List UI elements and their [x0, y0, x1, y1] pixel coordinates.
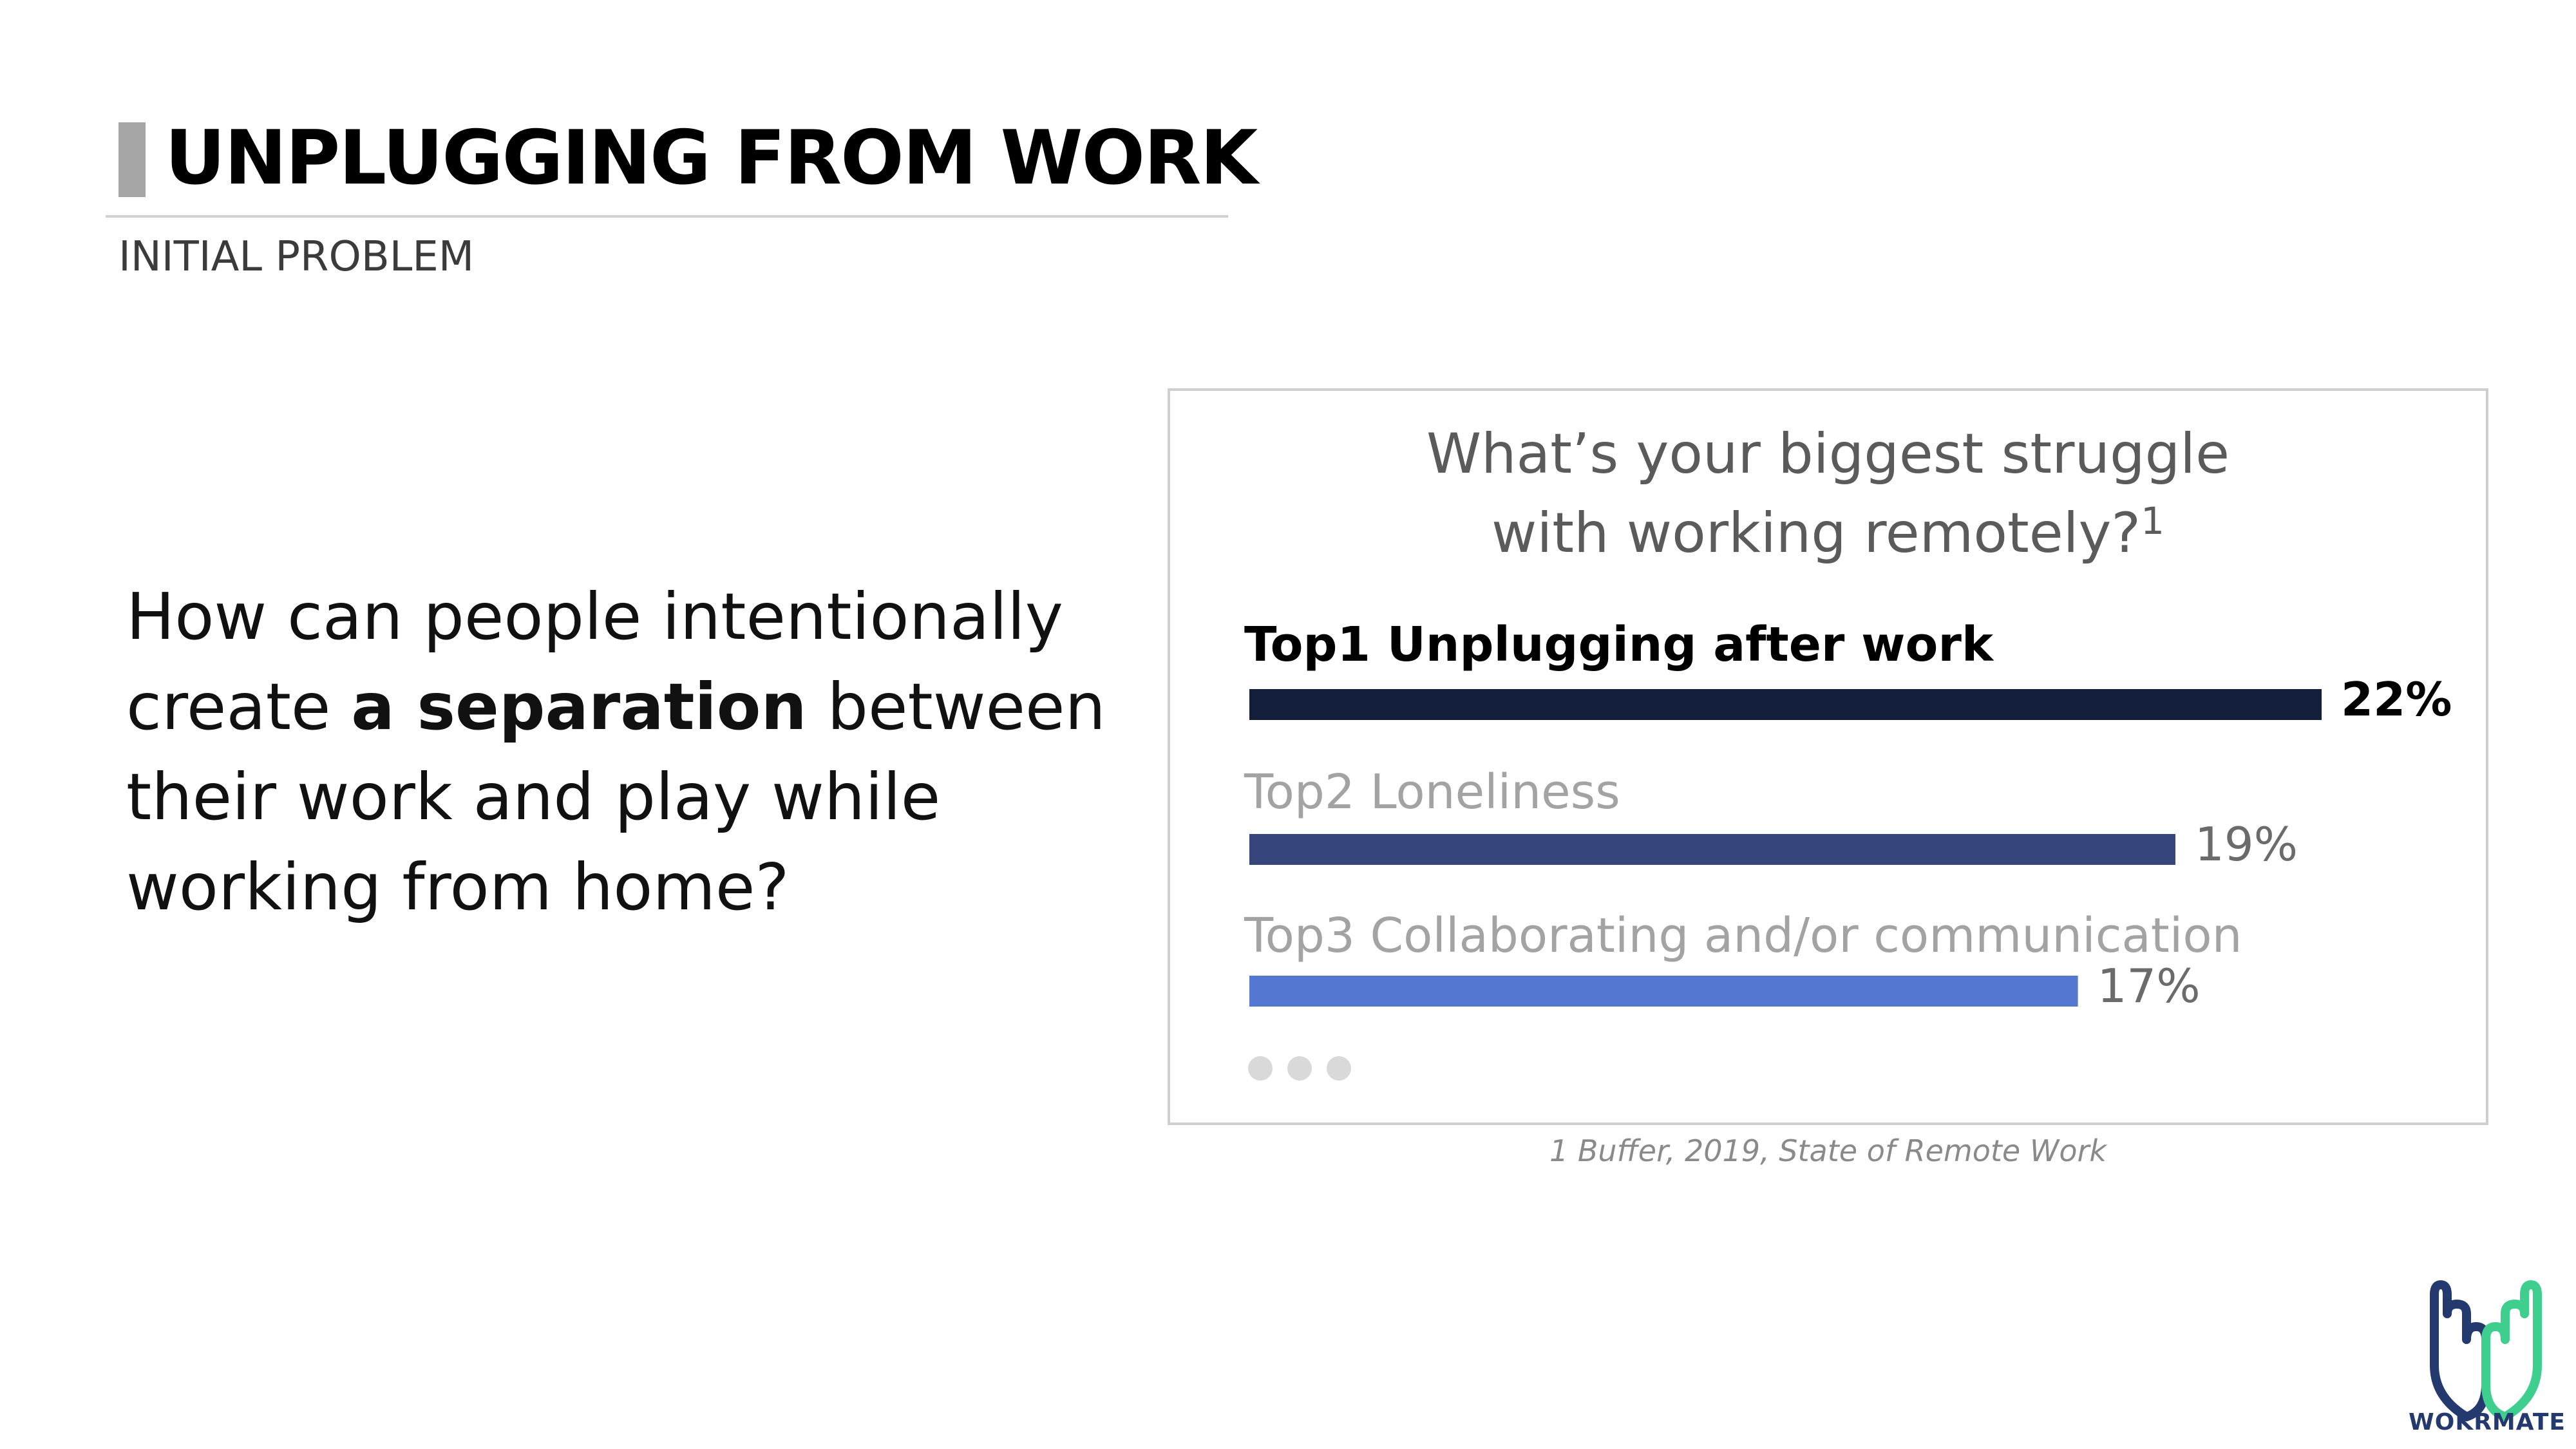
logo-wordmark: WOKRMATE	[2409, 1409, 2566, 1435]
value-label-2: 19%	[2194, 817, 2298, 871]
category-label-2: Top2 Loneliness	[1244, 764, 1620, 820]
title-divider	[106, 215, 1228, 218]
title-accent-bar	[118, 122, 146, 197]
page-subtitle: INITIAL PROBLEM	[118, 233, 475, 281]
more-dot-2	[1287, 1056, 1312, 1081]
question-text-end: between their work and play while workin…	[126, 669, 1106, 925]
value-label-1: 22%	[2341, 672, 2452, 726]
bar-2	[1249, 834, 2175, 865]
question-text-start: How can people intentionally create	[126, 579, 1063, 744]
chart-title-line-1: What’s your biggest struggle	[1426, 422, 2230, 486]
bar-1	[1249, 689, 2322, 720]
category-label-1: Top1 Unplugging after work	[1244, 617, 1994, 672]
chart-title-footnote: 1	[2141, 499, 2164, 543]
category-label-3: Top3 Collaborating and/or communication	[1244, 908, 2242, 963]
problem-question: How can people intentionally create a se…	[126, 572, 1131, 933]
bar-3	[1249, 976, 2078, 1007]
question-text-bold: a separation	[351, 669, 807, 744]
value-label-3: 17%	[2097, 959, 2201, 1013]
chart-source-note: 1 Buffer, 2019, State of Remote Work	[1549, 1133, 2107, 1168]
more-dot-1	[1248, 1056, 1273, 1081]
more-dot-3	[1327, 1056, 1351, 1081]
chart-title-line-2: with working remotely?1	[1168, 501, 2488, 565]
chart-title-text: with working remotely?	[1492, 501, 2141, 565]
page-title: UNPLUGGING FROM WORK	[165, 115, 1258, 202]
two-hands-logo-icon	[2430, 1280, 2542, 1421]
